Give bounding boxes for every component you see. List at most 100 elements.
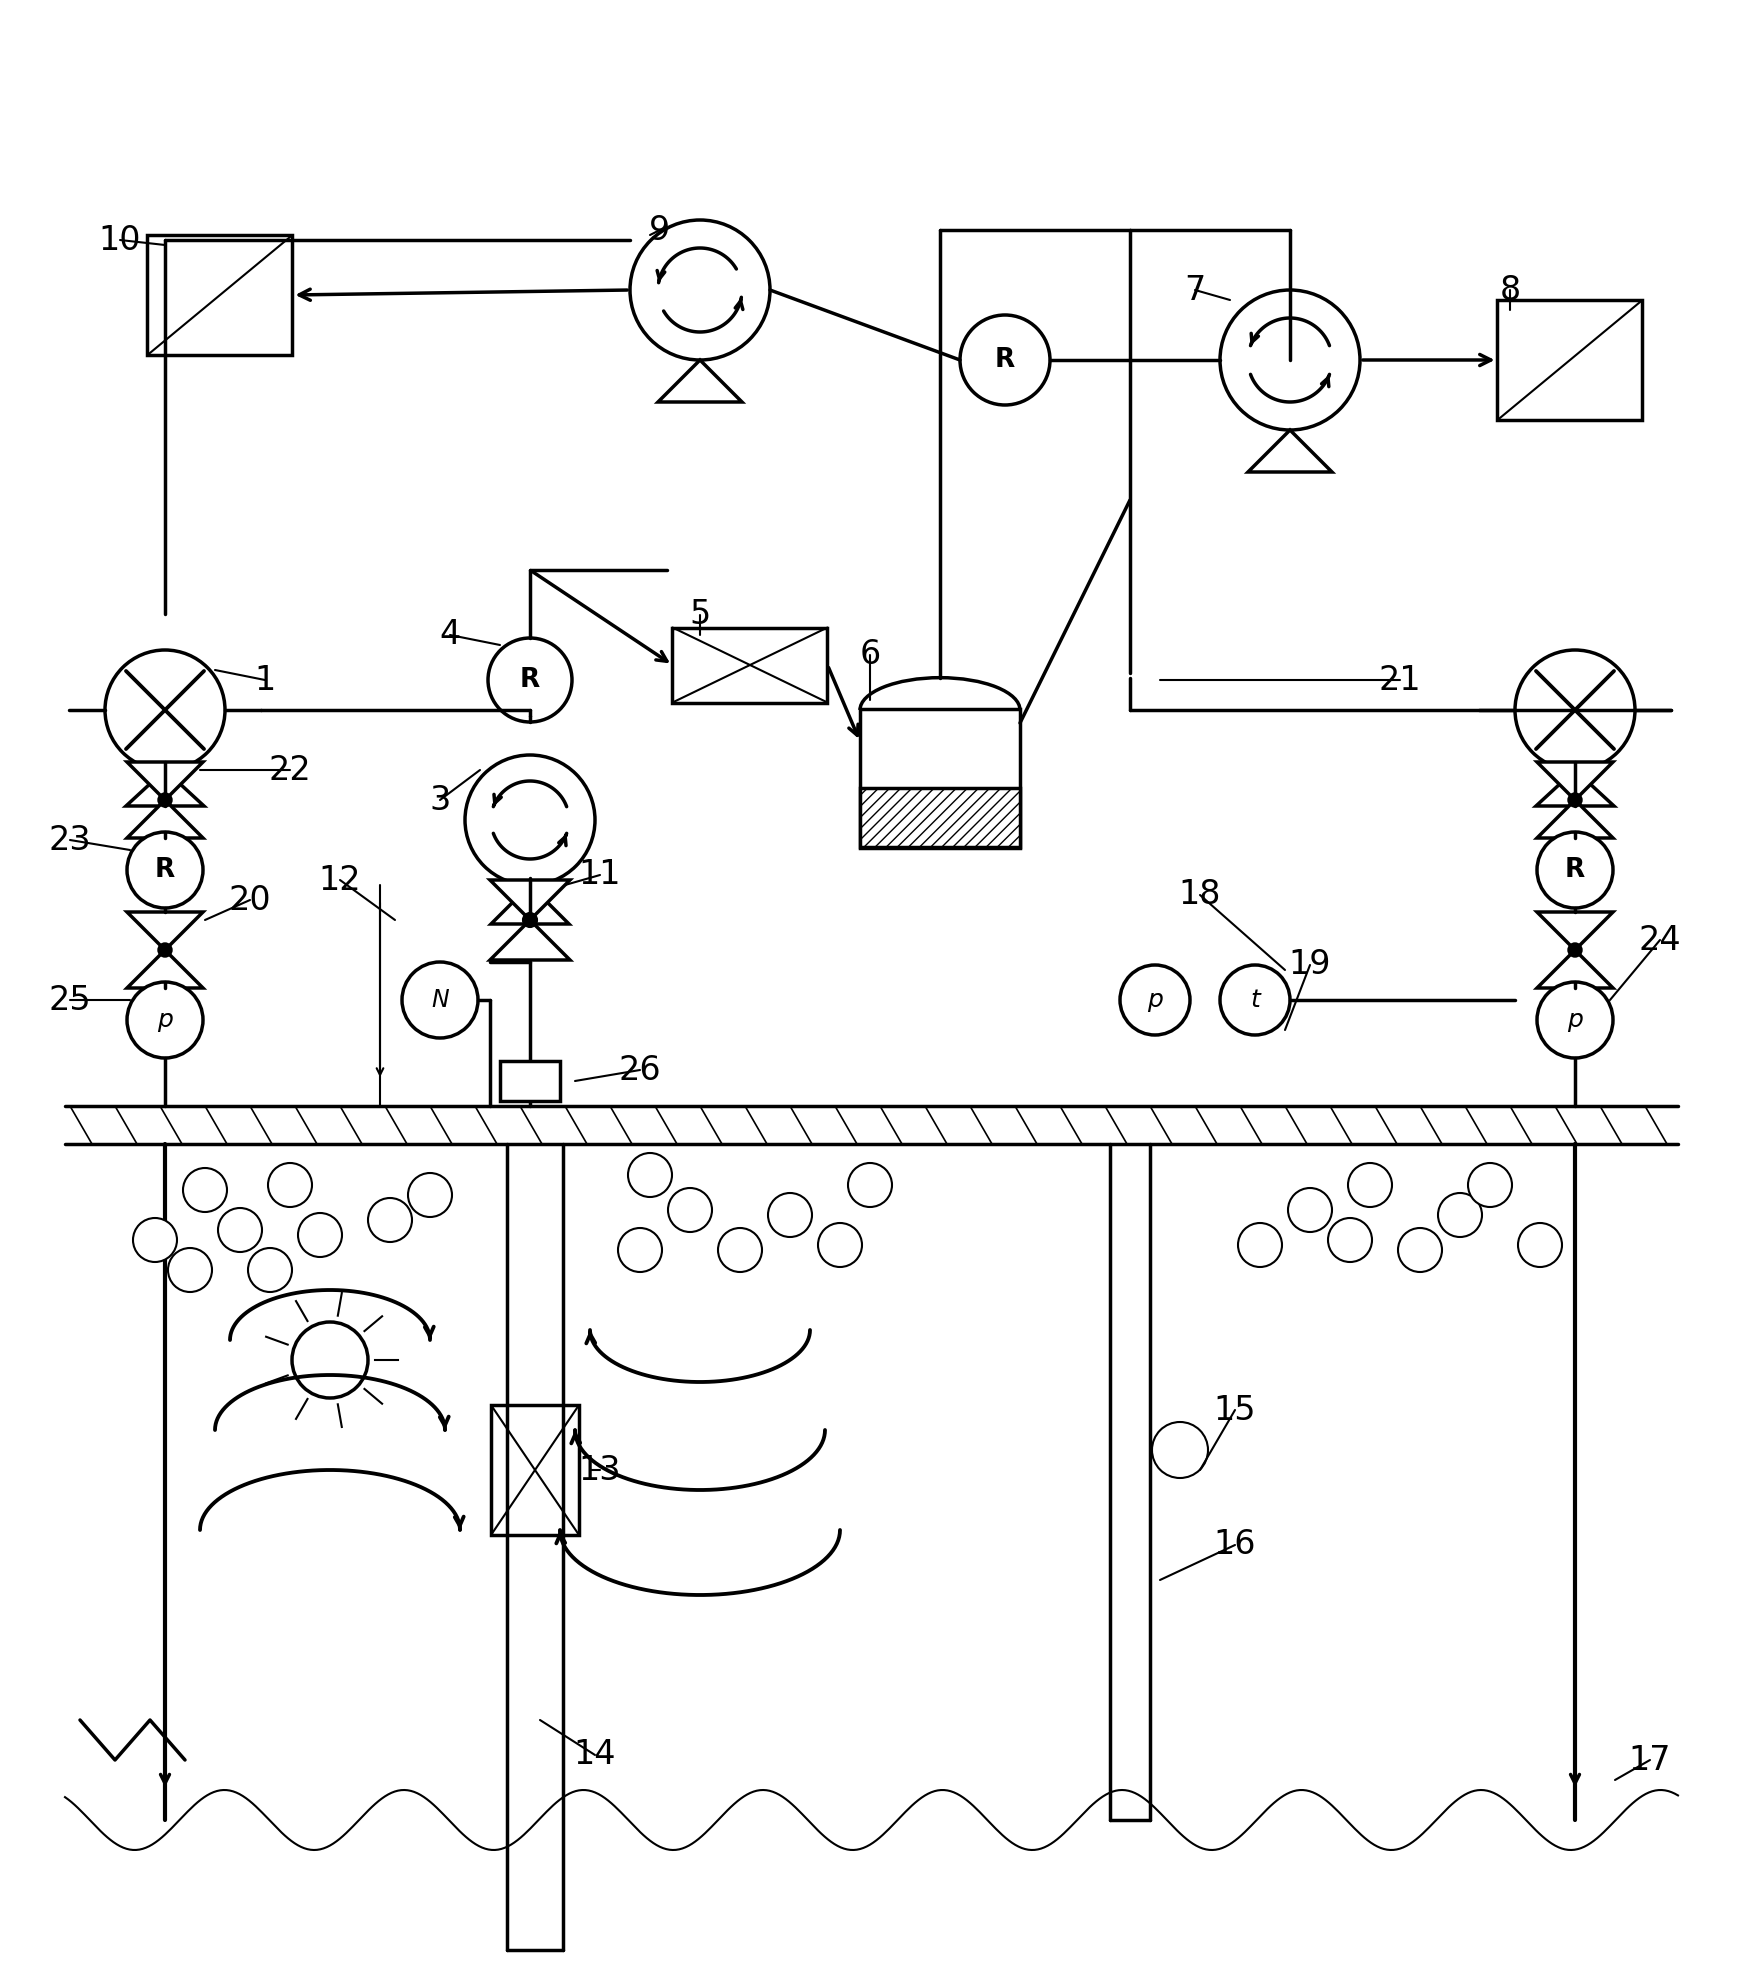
- Text: 11: 11: [579, 859, 621, 891]
- Circle shape: [668, 1189, 711, 1232]
- Circle shape: [268, 1163, 312, 1206]
- Circle shape: [368, 1198, 411, 1242]
- Text: 21: 21: [1379, 664, 1421, 696]
- Text: 7: 7: [1185, 274, 1206, 307]
- Text: 10: 10: [99, 223, 141, 256]
- Circle shape: [298, 1212, 342, 1257]
- Polygon shape: [490, 879, 570, 920]
- Text: t: t: [1250, 987, 1260, 1011]
- Text: 17: 17: [1628, 1744, 1672, 1776]
- Circle shape: [465, 755, 594, 885]
- Circle shape: [1328, 1218, 1372, 1261]
- Circle shape: [1569, 792, 1583, 806]
- Text: 25: 25: [49, 984, 91, 1017]
- Text: 24: 24: [1638, 924, 1682, 956]
- Polygon shape: [490, 920, 570, 960]
- Text: 16: 16: [1213, 1528, 1257, 1561]
- Text: 22: 22: [268, 753, 312, 786]
- Circle shape: [718, 1228, 762, 1271]
- Polygon shape: [125, 771, 204, 806]
- Bar: [859, 710, 1020, 848]
- Text: 15: 15: [1213, 1393, 1257, 1427]
- Polygon shape: [1537, 763, 1612, 800]
- Polygon shape: [1537, 800, 1612, 838]
- Circle shape: [408, 1173, 451, 1216]
- Circle shape: [1438, 1192, 1482, 1238]
- Circle shape: [1152, 1421, 1208, 1478]
- Circle shape: [127, 832, 202, 909]
- Bar: [673, 627, 828, 702]
- Circle shape: [1569, 944, 1583, 956]
- Text: R: R: [1565, 857, 1584, 883]
- Text: N: N: [431, 987, 448, 1011]
- Polygon shape: [127, 763, 202, 800]
- Circle shape: [627, 1153, 673, 1196]
- Text: 18: 18: [1178, 879, 1222, 911]
- Text: 19: 19: [1288, 948, 1332, 982]
- Polygon shape: [1536, 771, 1614, 806]
- Circle shape: [619, 1228, 662, 1271]
- Polygon shape: [1248, 430, 1332, 471]
- Circle shape: [293, 1323, 368, 1397]
- Polygon shape: [1537, 913, 1612, 950]
- Text: 5: 5: [690, 599, 711, 631]
- Polygon shape: [492, 885, 568, 924]
- Circle shape: [105, 650, 225, 771]
- Polygon shape: [127, 800, 202, 838]
- Text: 8: 8: [1499, 274, 1520, 307]
- Circle shape: [159, 792, 173, 806]
- Text: 1: 1: [254, 664, 275, 696]
- Circle shape: [1468, 1163, 1511, 1206]
- Circle shape: [159, 944, 173, 956]
- Text: p: p: [1147, 987, 1163, 1011]
- Text: R: R: [155, 857, 174, 883]
- Circle shape: [1515, 650, 1635, 771]
- Polygon shape: [127, 913, 202, 950]
- Polygon shape: [127, 950, 202, 987]
- Text: 13: 13: [579, 1453, 621, 1486]
- Text: 20: 20: [228, 883, 272, 917]
- Text: 14: 14: [573, 1738, 617, 1772]
- Bar: [1497, 300, 1642, 420]
- Text: 4: 4: [439, 619, 460, 652]
- Bar: [500, 1060, 560, 1102]
- Circle shape: [817, 1222, 863, 1267]
- Circle shape: [167, 1248, 213, 1293]
- Circle shape: [1220, 290, 1360, 430]
- Circle shape: [769, 1192, 812, 1238]
- Circle shape: [1347, 1163, 1393, 1206]
- Text: 6: 6: [859, 639, 880, 672]
- Text: p: p: [1567, 1007, 1583, 1033]
- Circle shape: [1288, 1189, 1332, 1232]
- Circle shape: [1238, 1222, 1283, 1267]
- Circle shape: [488, 639, 572, 721]
- Circle shape: [1220, 966, 1290, 1035]
- Text: 3: 3: [429, 784, 451, 816]
- Bar: [859, 788, 1020, 848]
- Text: 23: 23: [49, 824, 91, 857]
- Circle shape: [960, 315, 1049, 404]
- Circle shape: [403, 962, 478, 1039]
- Circle shape: [1518, 1222, 1562, 1267]
- Circle shape: [1537, 832, 1612, 909]
- Circle shape: [183, 1169, 227, 1212]
- Polygon shape: [1537, 950, 1612, 987]
- Circle shape: [1537, 982, 1612, 1058]
- Circle shape: [523, 913, 537, 926]
- Text: 12: 12: [319, 863, 361, 897]
- Circle shape: [132, 1218, 178, 1261]
- Text: p: p: [157, 1007, 173, 1033]
- Circle shape: [849, 1163, 892, 1206]
- Text: 26: 26: [619, 1054, 661, 1086]
- Text: 9: 9: [650, 213, 671, 246]
- Bar: [148, 235, 293, 355]
- Bar: [492, 1405, 579, 1535]
- Text: R: R: [995, 347, 1014, 373]
- Text: R: R: [519, 666, 540, 694]
- Circle shape: [248, 1248, 293, 1293]
- Circle shape: [1121, 966, 1190, 1035]
- Circle shape: [218, 1208, 261, 1252]
- Polygon shape: [659, 361, 743, 402]
- Circle shape: [629, 221, 770, 361]
- Circle shape: [127, 982, 202, 1058]
